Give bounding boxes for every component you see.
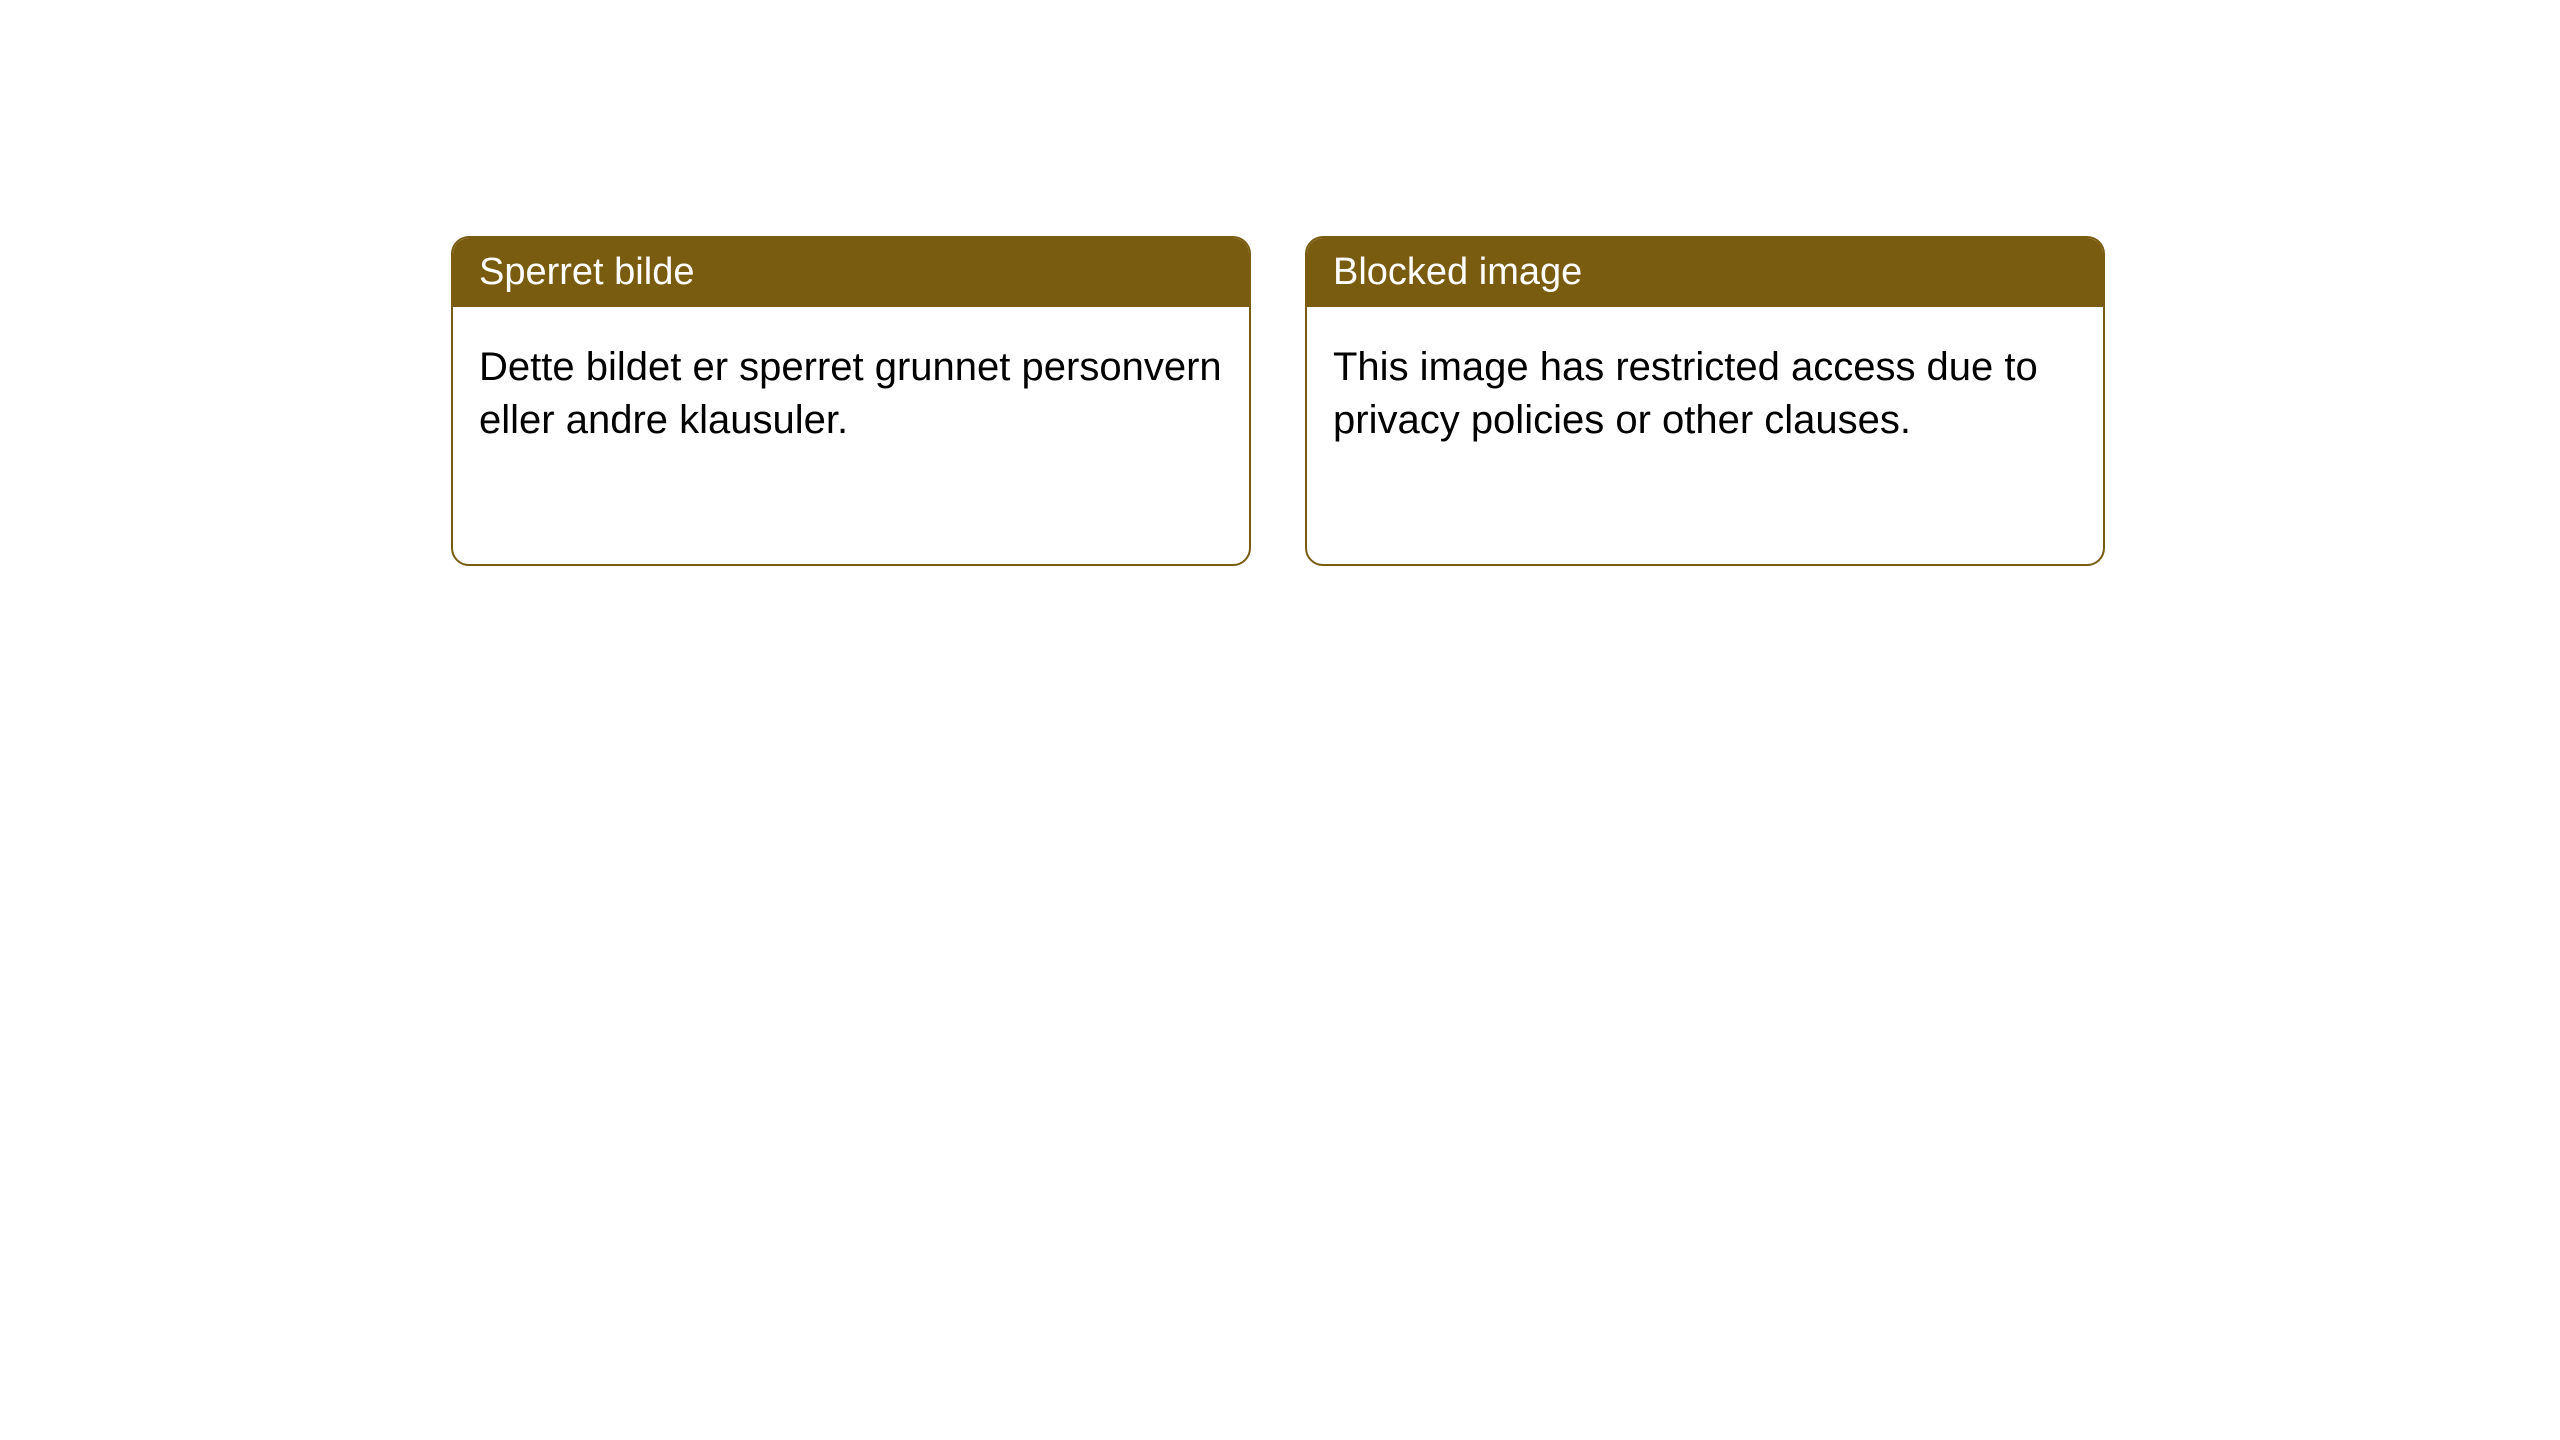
notice-title-english: Blocked image xyxy=(1333,251,1582,293)
notice-container: Sperret bilde Dette bildet er sperret gr… xyxy=(451,236,2105,566)
notice-body-english: This image has restricted access due to … xyxy=(1307,307,2103,481)
notice-header-english: Blocked image xyxy=(1307,238,2103,307)
notice-text-norwegian: Dette bildet er sperret grunnet personve… xyxy=(479,345,1222,442)
notice-text-english: This image has restricted access due to … xyxy=(1333,345,2038,442)
notice-body-norwegian: Dette bildet er sperret grunnet personve… xyxy=(453,307,1249,481)
notice-card-english: Blocked image This image has restricted … xyxy=(1305,236,2105,566)
notice-title-norwegian: Sperret bilde xyxy=(479,251,694,293)
notice-card-norwegian: Sperret bilde Dette bildet er sperret gr… xyxy=(451,236,1251,566)
notice-header-norwegian: Sperret bilde xyxy=(453,238,1249,307)
